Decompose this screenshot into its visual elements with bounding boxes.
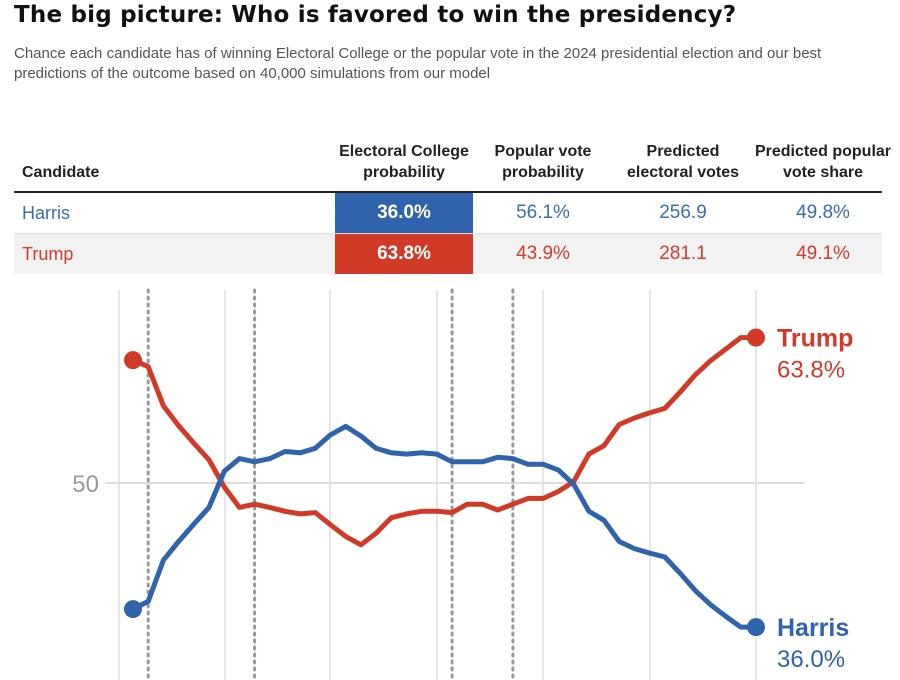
- forecast-line-chart: 50 Trump 63.8% Harris 36.0%: [72, 288, 853, 680]
- header-predicted-pv-share: Predicted popular vote share: [754, 143, 892, 181]
- harris-end-value: 36.0%: [777, 646, 845, 673]
- pv-probability-cell: 43.9%: [516, 243, 570, 264]
- header-predicted-ev: Predicted electoral votes: [626, 143, 740, 181]
- trump-series-line: [130, 335, 759, 548]
- trump-start-point: [124, 351, 142, 370]
- predicted-ev-cell: 281.1: [659, 243, 707, 264]
- chart-subtitle: Chance each candidate has of winning Ele…: [14, 45, 822, 82]
- harris-start-point: [124, 600, 142, 619]
- trump-end-label: Trump: [777, 325, 853, 353]
- forecast-table: Candidate Electoral College probability …: [14, 112, 891, 274]
- harris-end-label: Harris: [777, 614, 849, 642]
- harris-series-line: [130, 423, 759, 630]
- pv-probability-cell: 56.1%: [516, 202, 570, 223]
- ec-probability-cell: 36.0%: [335, 193, 473, 233]
- harris-end-point: [747, 618, 765, 637]
- predicted-ev-cell: 256.9: [659, 202, 707, 223]
- candidate-name: Harris: [22, 203, 70, 223]
- candidate-name: Trump: [22, 244, 74, 264]
- predicted-pv-share-cell: 49.1%: [796, 243, 850, 264]
- table-row: Trump 63.8% 43.9% 281.1 49.1%: [14, 234, 882, 274]
- y-tick-label-50: 50: [72, 471, 99, 498]
- header-pv-probability: Popular vote probability: [494, 143, 592, 181]
- ec-probability-cell: 63.8%: [335, 234, 473, 274]
- header-candidate: Candidate: [22, 164, 100, 181]
- chart-title: The big picture: Who is favored to win t…: [14, 2, 737, 28]
- trump-end-point: [747, 328, 765, 347]
- header-ec-probability: Electoral College probability: [339, 143, 469, 181]
- trump-end-value: 63.8%: [777, 357, 845, 384]
- predicted-pv-share-cell: 49.8%: [796, 202, 850, 223]
- table-header: Candidate Electoral College probability …: [14, 112, 891, 193]
- table-row: Harris 36.0% 56.1% 256.9 49.8%: [14, 193, 882, 234]
